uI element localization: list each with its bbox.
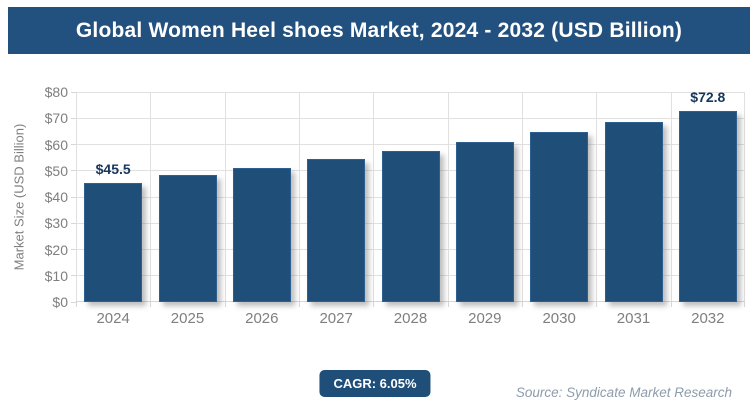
x-axis-tick-label: 2031 [616,310,651,327]
gridline-vertical [225,92,226,302]
y-axis-tick-mark [71,222,76,224]
y-axis-tick-label: $10 [44,267,68,284]
x-axis-tick-mark [744,302,745,307]
x-axis-tick-mark [225,302,226,307]
y-axis-tick-label: $30 [44,215,68,232]
x-axis-tick-mark [671,302,672,307]
plot-area: $45.5 $72.8 [76,89,745,302]
x-axis-tick-mark [76,302,77,307]
x-axis-tick-mark [522,302,523,307]
gridline-vertical [596,92,597,302]
x-axis-tick-label: 2024 [96,310,130,327]
gridline-vertical [373,92,374,302]
x-axis-tick-mark [596,302,597,307]
y-axis-tick-label: $40 [44,189,68,205]
y-axis-tick-mark [71,275,76,277]
gridline-vertical [522,92,523,302]
gridline-vertical [299,92,300,302]
gridline-horizontal [76,117,745,119]
y-axis-tick-mark [71,196,76,198]
x-axis-tick-label: 2029 [468,310,502,327]
x-axis-tick-mark [373,302,374,307]
x-axis-tick-mark [150,302,151,307]
y-axis-tick-mark [71,91,76,93]
gridline-vertical [448,92,449,302]
y-axis-tick-label: $20 [44,241,68,258]
y-axis-tick-mark [71,117,76,119]
x-axis-tick-label: 2028 [393,310,428,327]
bar-value-label: $72.8 [690,89,726,105]
x-axis-tick-label: 2030 [542,310,576,327]
cagr-badge: CAGR: 6.05% [319,370,431,397]
x-axis-tick-label: 2025 [170,310,205,327]
gridline-horizontal [76,91,745,93]
y-axis-tick-label: $80 [44,84,68,100]
gridline-vertical [671,92,672,302]
y-axis-tick-label: $60 [44,136,68,153]
y-axis-tick-label: $0 [52,294,68,310]
y-axis-tick-mark [71,170,76,172]
x-axis-tick-label: 2032 [691,310,725,327]
gridline-horizontal [76,144,745,145]
bar-2030 [530,132,589,302]
x-axis-tick-mark [299,302,300,307]
x-axis-tick-mark [448,302,449,307]
x-axis-tick-label: 2026 [245,310,279,327]
source-note: Source: Syndicate Market Research [515,385,732,400]
gridline-vertical [76,92,77,302]
y-axis-tick-label: $70 [44,110,68,127]
y-axis-tick-mark [71,144,76,145]
y-axis-tick-mark [71,249,76,250]
x-axis-tick-label: 2027 [319,310,353,327]
bar-2029 [455,142,514,302]
bar-2025 [158,175,217,302]
gridline-vertical [150,92,151,302]
bar-2031 [604,122,663,302]
bar-2028 [381,151,440,302]
bar-2026 [232,168,291,302]
y-axis-tick-label: $50 [44,162,68,179]
gridline-vertical [744,92,745,302]
chart-title-bar: Global Women Heel shoes Market, 2024 - 2… [8,7,750,54]
bar-2027 [307,159,366,302]
bar-2024 [84,183,143,302]
bar-value-label: $45.5 [95,161,131,177]
chart-title: Global Women Heel shoes Market, 2024 - 2… [75,18,683,42]
bar-2032 [678,111,737,302]
y-axis-tick-mark [71,301,76,303]
